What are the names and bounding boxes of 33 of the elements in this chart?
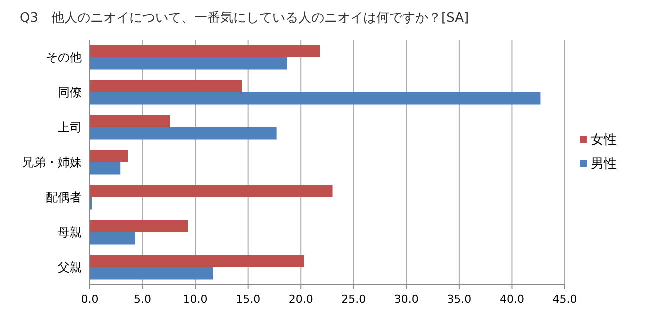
bar	[90, 268, 214, 280]
bar	[90, 162, 121, 175]
x-tick-label: 35.0	[447, 293, 472, 306]
x-tick-label: 40.0	[500, 293, 524, 306]
chart-title: Q3 他人のニオイについて、一番気にしている人のニオイは何ですか？[SA]	[20, 11, 470, 26]
x-tick-label: 30.0	[394, 293, 419, 306]
x-tick-label: 20.0	[288, 293, 314, 306]
y-tick-label: 兄弟・姉妹	[22, 156, 82, 170]
bar	[90, 115, 170, 128]
x-tick-label: 5.0	[134, 293, 152, 306]
bar	[90, 128, 277, 140]
y-tick-label: 配偶者	[46, 190, 82, 204]
bar	[90, 80, 242, 92]
bar	[90, 58, 288, 70]
bar	[90, 255, 304, 268]
bar	[90, 92, 541, 105]
legend-label: 女性	[591, 133, 617, 148]
x-tick-label: 15.0	[236, 293, 261, 306]
y-tick-label: 父親	[58, 260, 82, 274]
y-tick-label: 母親	[58, 226, 82, 240]
bar	[90, 150, 128, 162]
bar	[90, 185, 333, 198]
x-tick-label: 10.0	[183, 293, 208, 306]
bar	[90, 220, 188, 232]
y-tick-label: 上司	[58, 120, 82, 134]
bar	[90, 232, 136, 245]
x-tick-label: 0.0	[81, 293, 99, 306]
y-tick-label: 同僚	[58, 86, 82, 100]
x-tick-label: 45.0	[552, 293, 578, 306]
bar	[90, 45, 320, 58]
y-tick-label: その他	[46, 50, 82, 64]
legend-label: 男性	[591, 157, 617, 172]
x-tick-label: 25.0	[342, 293, 366, 306]
